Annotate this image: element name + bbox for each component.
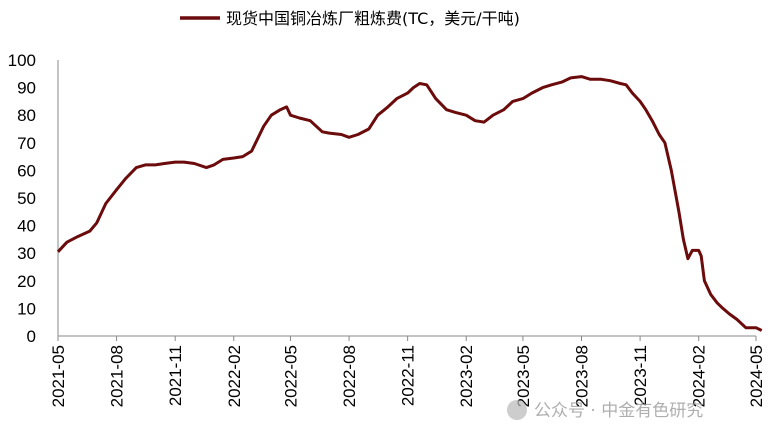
x-tick-label: 2023-05 [514, 345, 533, 407]
x-axis: 2021-05 2021-08 2021-11 2022-02 2022-05 2022-… [49, 335, 766, 407]
x-tick-label: 2022-05 [281, 345, 300, 407]
x-tick-label: 2021-11 [166, 345, 185, 406]
x-tick-label: 2022-11 [399, 345, 418, 406]
legend-label: 现货中国铜冶炼厂粗炼费(TC，美元/干吨) [226, 9, 520, 28]
x-tick-label: 2021-05 [49, 345, 68, 407]
wechat-icon [507, 400, 527, 420]
legend: 现货中国铜冶炼厂粗炼费(TC，美元/干吨) [180, 9, 520, 28]
x-tick-label: 2022-02 [225, 345, 244, 407]
x-tick-label: 2023-11 [631, 345, 650, 406]
y-tick-label: 100 [8, 51, 36, 70]
y-tick-label: 90 [17, 79, 36, 98]
y-tick-label: 10 [17, 299, 36, 318]
x-tick-label: 2022-08 [340, 345, 359, 407]
y-tick-label: 60 [17, 161, 36, 180]
x-tick-label: 2024-02 [690, 345, 709, 407]
x-tick-label: 2023-08 [573, 345, 592, 407]
x-tick-label: 2023-02 [457, 345, 476, 407]
series-line-0 [56, 75, 763, 332]
y-tick-label: 0 [27, 327, 36, 346]
x-tick-label: 2021-08 [108, 345, 127, 407]
y-tick-label: 20 [17, 272, 36, 291]
y-tick-label: 30 [17, 244, 36, 263]
y-tick-label: 50 [17, 189, 36, 208]
y-axis: 0 10 20 30 40 50 60 70 80 90 100 [8, 51, 59, 346]
y-tick-label: 80 [17, 106, 36, 125]
y-tick-label: 70 [17, 134, 36, 153]
watermark: 公众号 · 中金有色研究 [507, 400, 703, 421]
x-tick-label: 2024-05 [747, 345, 766, 407]
series-layer [56, 75, 763, 332]
watermark-text: 公众号 · 中金有色研究 [534, 401, 703, 421]
y-tick-label: 40 [17, 217, 36, 236]
